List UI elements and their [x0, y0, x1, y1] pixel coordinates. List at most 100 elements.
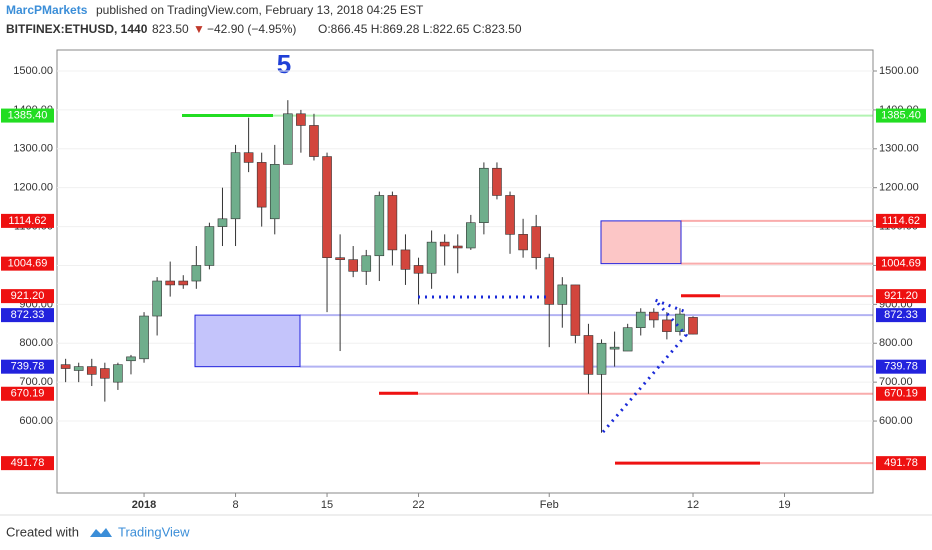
candle-body — [100, 368, 110, 379]
level-tag — [876, 359, 926, 374]
candle-body — [335, 257, 345, 260]
y-tick-label: 800.00 — [879, 337, 913, 349]
zone — [600, 220, 682, 265]
candle-body — [152, 280, 162, 317]
candle-body — [635, 311, 646, 329]
candle-body — [269, 164, 280, 220]
published: published on TradingView.com, February 1… — [96, 3, 424, 17]
x-tick-label: 2018 — [132, 499, 156, 511]
candle-body — [688, 317, 698, 335]
y-tick-label: 700.00 — [879, 376, 913, 388]
candle-body — [296, 113, 306, 126]
candle-body — [622, 327, 633, 352]
candle-body — [596, 342, 607, 375]
candle-body — [518, 234, 528, 251]
dotted-triangle — [601, 298, 688, 433]
level-tag — [1, 256, 54, 271]
candle-body — [413, 265, 424, 274]
candle-body — [348, 259, 358, 272]
candle-body — [361, 255, 372, 272]
candle-body — [309, 125, 319, 157]
level-label: 739.78 — [884, 361, 918, 373]
level-tag — [876, 386, 926, 401]
x-tick-label: 22 — [412, 499, 424, 511]
level-label: 1385.40 — [8, 109, 48, 121]
candle-body — [505, 195, 515, 235]
candle-body — [452, 245, 463, 249]
level-label: 491.78 — [884, 457, 918, 469]
level-tag — [1, 213, 54, 228]
candle-body — [544, 257, 555, 305]
level-label: 1004.69 — [881, 258, 921, 270]
x-tick-label: 19 — [778, 499, 790, 511]
candle-body — [479, 167, 489, 223]
y-tick-label: 1200.00 — [13, 182, 53, 194]
level-label: 739.78 — [11, 361, 45, 373]
candle-body — [570, 284, 581, 336]
level-tag — [1, 108, 54, 123]
candle-body — [492, 167, 502, 196]
candle-body — [609, 346, 620, 350]
candle-body — [217, 218, 228, 227]
candle-body — [73, 366, 84, 371]
candle-body — [165, 280, 175, 286]
candle-body — [178, 280, 189, 286]
candle-body — [60, 364, 71, 369]
brand[interactable]: TradingView — [118, 524, 190, 539]
arrow: ▼ — [193, 22, 205, 36]
marks — [57, 70, 877, 497]
x-tick-label: Feb — [540, 499, 559, 511]
candle-body — [126, 356, 136, 362]
y-tick-label: 600.00 — [879, 415, 913, 427]
level-label: 921.20 — [11, 290, 45, 302]
level-label: 1114.62 — [882, 215, 920, 227]
candle-body — [583, 335, 594, 375]
level-tag — [1, 308, 54, 323]
candle-body — [531, 226, 541, 258]
last: 823.50 — [152, 22, 189, 36]
y-tick-label: 1500.00 — [13, 65, 53, 77]
ohlc: O:866.45 H:869.28 L:822.65 C:823.50 — [318, 22, 522, 36]
y-tick-label: 1500.00 — [879, 65, 919, 77]
level-tag — [1, 289, 54, 304]
candle-body — [139, 315, 149, 360]
level-tag — [876, 456, 926, 471]
level-tag — [876, 308, 926, 323]
y-tick-label: 700.00 — [19, 376, 53, 388]
candle-body — [466, 222, 476, 249]
candle-body — [374, 195, 385, 257]
level-label: 872.33 — [884, 309, 918, 321]
level-tag — [1, 359, 54, 374]
level-label: 872.33 — [11, 309, 45, 321]
candle-body — [557, 284, 568, 305]
candle-body — [662, 319, 672, 332]
candle-body — [243, 152, 254, 163]
y-tick-label: 800.00 — [19, 337, 53, 349]
candle-body — [400, 249, 411, 270]
candle-body — [426, 241, 437, 274]
y-tick-label: 1300.00 — [879, 143, 919, 155]
level-label: 921.20 — [884, 290, 918, 302]
candle-body — [86, 366, 97, 375]
symbol: BITFINEX:ETHUSD, 1440 — [6, 22, 148, 36]
level-label: 1114.62 — [8, 215, 46, 227]
author[interactable]: MarcPMarkets — [6, 3, 88, 17]
candle-body — [204, 226, 215, 266]
level-tag — [876, 213, 926, 228]
level-label: 1004.69 — [8, 258, 48, 270]
level-label: 1385.40 — [881, 109, 921, 121]
plot-frame — [56, 49, 874, 494]
candle-body — [387, 195, 398, 251]
level-tag — [1, 456, 54, 471]
level-tag — [876, 108, 926, 123]
y-tick-label: 1200.00 — [879, 182, 919, 194]
wave-label: 5 — [277, 49, 291, 79]
created-with: Created with — [6, 524, 79, 539]
candle-body — [283, 113, 293, 165]
level-tag — [876, 289, 926, 304]
candle-body — [322, 156, 332, 258]
x-tick-label: 8 — [232, 499, 238, 511]
level-label: 670.19 — [884, 388, 918, 400]
